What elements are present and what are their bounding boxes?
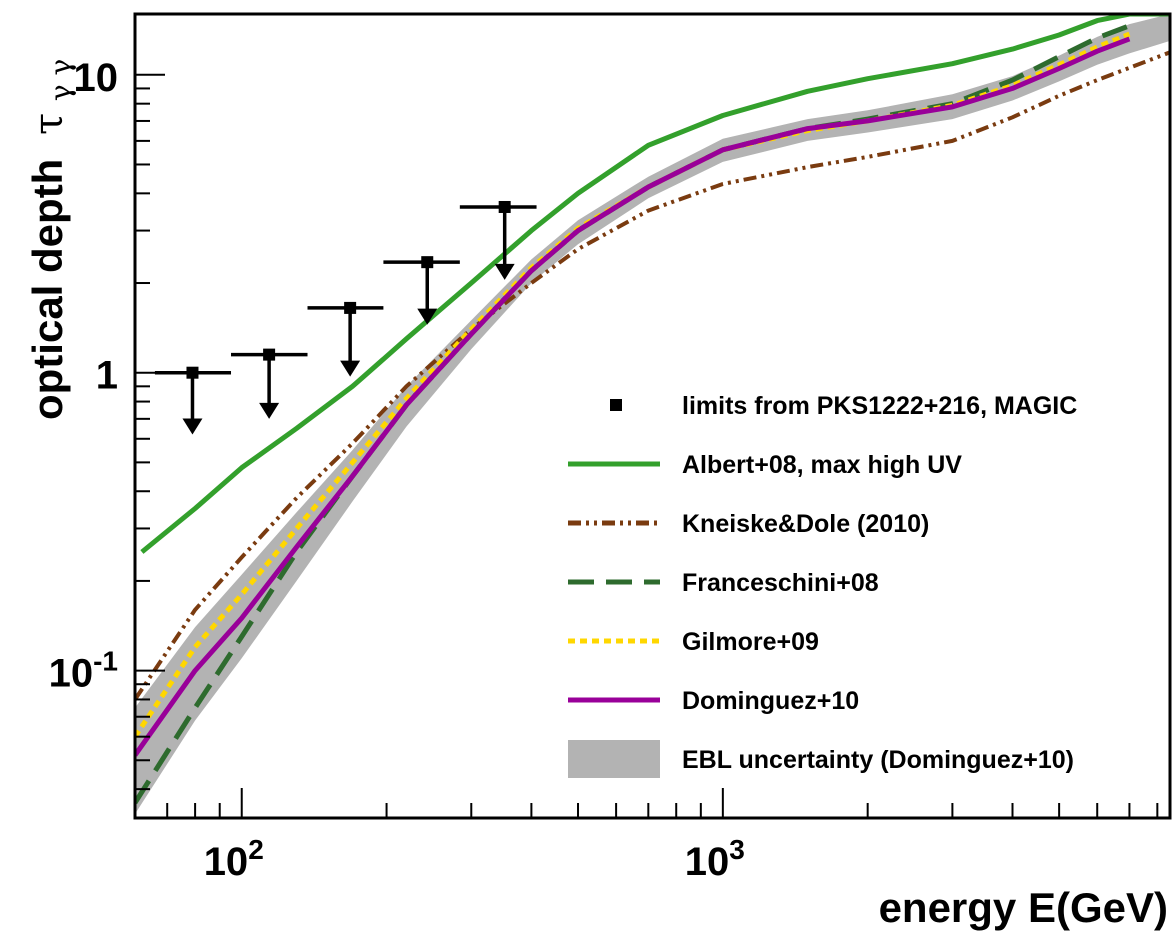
legend: limits from PKS1222+216, MAGIC Albert+08,…	[568, 392, 1077, 778]
legend-label: Dominguez+10	[682, 687, 859, 715]
limit-point	[421, 256, 434, 269]
y-tick-label-base: 1	[96, 354, 118, 398]
legend-entry: EBL uncertainty (Dominguez+10)	[568, 740, 1074, 778]
legend-entry: Gilmore+09	[568, 628, 819, 656]
y-tick-label-base: 10	[74, 56, 119, 100]
legend-entry: Albert+08, max high UV	[568, 451, 962, 479]
limit-point	[344, 301, 357, 314]
series-line-dominguez-10	[135, 36, 1131, 757]
legend-label: Albert+08, max high UV	[682, 451, 962, 479]
y-axis-tau-symbol: τ	[26, 113, 72, 135]
x-tick-label: 103	[685, 834, 745, 884]
plot-frame-layer	[133, 12, 1172, 820]
legend-label: Kneiske&Dole (2010)	[682, 510, 929, 538]
legend-entry: Kneiske&Dole (2010)	[568, 510, 929, 538]
legend-label: Gilmore+09	[682, 628, 819, 656]
series-layer	[135, 14, 1170, 805]
y-axis-tau-subscript: γ γ	[44, 59, 77, 101]
plot-frame	[133, 12, 1172, 820]
legend-entry: limits from PKS1222+216, MAGIC	[610, 392, 1077, 420]
x-tick-label-base: 10	[685, 840, 730, 884]
y-tick-label: 10-1	[49, 646, 118, 696]
x-tick-label-exponent: 3	[729, 834, 745, 865]
limit-arrow-head	[340, 360, 361, 377]
series-line-gilmore-09	[135, 31, 1131, 739]
ticks-layer	[134, 73, 1159, 818]
y-tick-label-base: 10	[49, 652, 94, 696]
y-tick-label: 1	[96, 354, 118, 398]
limit-point	[263, 348, 276, 361]
y-axis-title-text: optical depth	[24, 159, 71, 420]
limit-arrow-head	[417, 308, 438, 325]
limits-layer	[154, 200, 537, 435]
y-axis-title-group: optical depth τ γ γ	[24, 59, 77, 420]
limit-marker	[307, 301, 384, 377]
legend-band-symbol	[568, 740, 660, 778]
legend-label: EBL uncertainty (Dominguez+10)	[682, 746, 1074, 774]
legend-entry: Dominguez+10	[568, 687, 859, 715]
legend-entry: Franceschini+08	[568, 569, 879, 597]
x-tick-label-exponent: 2	[248, 834, 264, 865]
y-tick-label-exponent: -1	[93, 646, 118, 677]
limit-arrow-head	[259, 402, 280, 419]
limit-arrow-head	[182, 418, 203, 435]
x-tick-label-base: 10	[204, 840, 249, 884]
limit-point	[498, 200, 511, 213]
limit-arrow-head	[494, 263, 515, 280]
legend-label: Franceschini+08	[682, 569, 879, 597]
limit-marker	[154, 366, 232, 435]
limit-marker	[383, 256, 460, 325]
series-line-kneiske-dole-2010	[135, 50, 1170, 701]
limit-point	[186, 366, 199, 379]
limit-marker	[459, 200, 537, 280]
y-axis-title: optical depth τ γ γ	[24, 59, 77, 420]
series-line-albert-08-max-high-uv	[140, 14, 1170, 554]
y-tick-label: 10	[74, 56, 119, 100]
legend-marker-symbol	[610, 399, 622, 411]
x-tick-label: 102	[204, 834, 264, 884]
x-axis-title: energy E(GeV)	[879, 884, 1168, 931]
legend-label: limits from PKS1222+216, MAGIC	[682, 392, 1077, 420]
limit-marker	[231, 348, 308, 419]
